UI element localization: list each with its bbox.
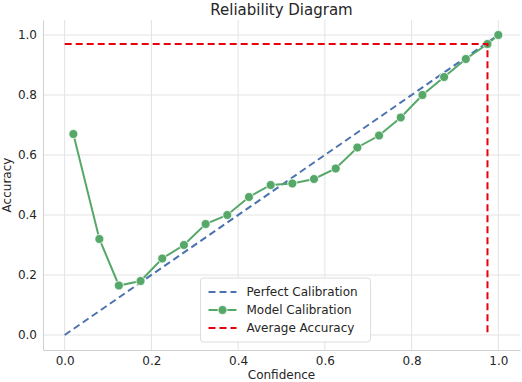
- grid-line: [43, 35, 520, 36]
- tick-label: 0.2: [18, 268, 37, 282]
- x-axis-title: Confidence: [248, 368, 315, 382]
- marker: [223, 211, 232, 220]
- marker: [310, 175, 319, 184]
- marker: [201, 220, 210, 229]
- marker: [418, 91, 427, 100]
- legend-label: Perfect Calibration: [247, 285, 358, 299]
- tick-label: 0.8: [403, 354, 422, 368]
- chart: 0.0 0.2 0.4 0.6 0.8 1.0 0.0 0.2 0.4 0.6 0.8 1.0 Reli…: [0, 0, 522, 382]
- x-axis: 0.0 0.2 0.4 0.6 0.8 1.0: [44, 350, 521, 368]
- marker: [353, 143, 362, 152]
- y-axis-title: Accuracy: [0, 158, 14, 213]
- marker: [158, 254, 167, 263]
- marker: [331, 164, 340, 173]
- tick: 0.8: [403, 350, 422, 368]
- grid: [43, 20, 520, 350]
- tick-label: 0.0: [56, 354, 75, 368]
- legend: Perfect Calibration Model Calibration Aver…: [201, 278, 371, 342]
- tick: 1.0: [489, 350, 508, 368]
- legend-box: [201, 278, 371, 342]
- series-line: [73, 35, 498, 286]
- series-line: [65, 44, 488, 335]
- series-line: [65, 35, 499, 335]
- tick-label: 0.4: [18, 208, 37, 222]
- tick-label: 0.8: [18, 88, 37, 102]
- y-axis: 0.0 0.2 0.4 0.6 0.8 1.0: [18, 21, 44, 351]
- legend-swatch: [209, 291, 237, 293]
- marker: [95, 235, 104, 244]
- legend-label: Average Accuracy: [247, 321, 355, 335]
- marker: [136, 277, 145, 286]
- tick: 1.0: [18, 28, 43, 42]
- grid-line: [43, 155, 520, 156]
- grid-line: [411, 20, 412, 350]
- tick: 0.4: [229, 350, 248, 368]
- tick-label: 1.0: [18, 28, 37, 42]
- tick: 0.0: [18, 328, 43, 342]
- grid-line: [43, 95, 520, 96]
- marker: [288, 179, 297, 188]
- marker: [396, 113, 405, 122]
- grid-line: [43, 215, 520, 216]
- legend-label: Model Calibration: [247, 303, 352, 317]
- legend-swatch: [209, 327, 237, 329]
- marker: [375, 131, 384, 140]
- marker: [494, 31, 503, 40]
- tick-label: 0.6: [18, 148, 37, 162]
- tick-label: 0.6: [316, 354, 335, 368]
- tick-label: 0.4: [229, 354, 248, 368]
- axis-line: [44, 350, 521, 351]
- axis-line: [43, 21, 44, 351]
- tick: 0.2: [18, 268, 43, 282]
- grid-line: [498, 20, 499, 350]
- marker: [266, 181, 275, 190]
- tick: 0.2: [142, 350, 161, 368]
- tick: 0.8: [18, 88, 43, 102]
- tick: 0.6: [18, 148, 43, 162]
- tick-label: 1.0: [489, 354, 508, 368]
- tick: 0.4: [18, 208, 43, 222]
- title: Reliability Diagram: [210, 1, 352, 19]
- marker: [461, 55, 470, 64]
- marker: [114, 281, 123, 290]
- marker: [69, 130, 78, 139]
- marker: [179, 241, 188, 250]
- tick-label: 0.0: [18, 328, 37, 342]
- tick-label: 0.2: [142, 354, 161, 368]
- grid-line: [151, 20, 152, 350]
- tick: 0.0: [56, 350, 75, 368]
- marker: [244, 193, 253, 202]
- plot-area: [65, 31, 503, 336]
- tick: 0.6: [316, 350, 335, 368]
- legend-marker: [218, 306, 227, 315]
- grid-line: [64, 20, 65, 350]
- marker: [440, 73, 449, 82]
